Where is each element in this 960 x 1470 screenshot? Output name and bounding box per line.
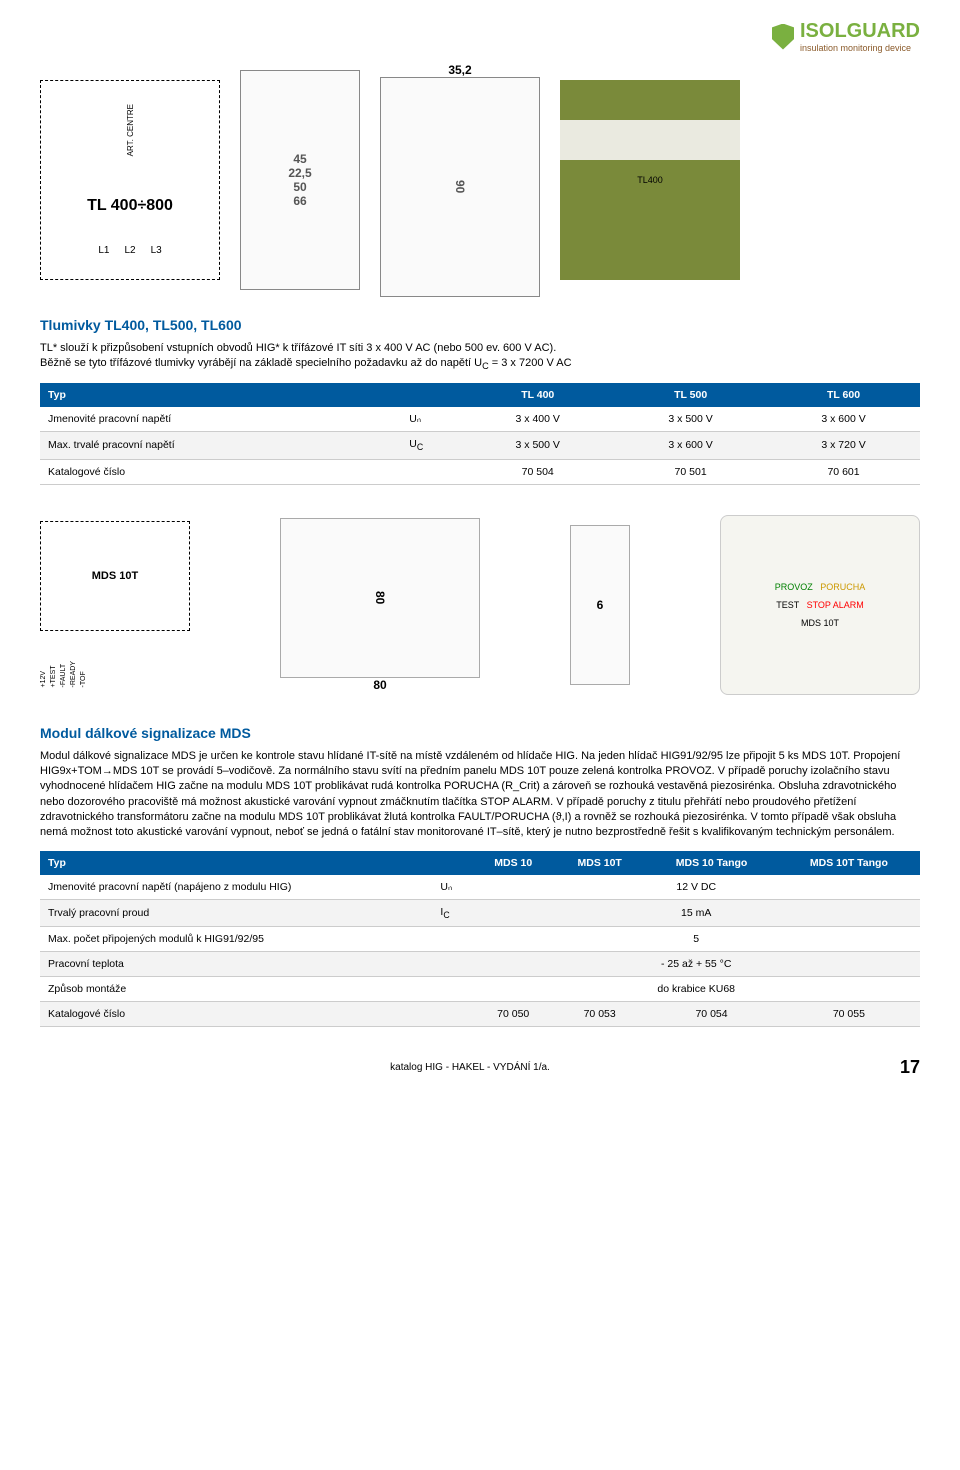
catalog-ref: katalog HIG - HAKEL - VYDÁNÍ 1/a.: [390, 1062, 550, 1073]
tl-front-drawing: 90: [380, 77, 540, 297]
page-number: 17: [900, 1057, 920, 1078]
table-row: Max. trvalé pracovní napětíUC3 x 500 V3 …: [40, 432, 920, 459]
shield-icon: [772, 24, 794, 50]
logo: ISOLGUARD insulation monitoring device: [772, 20, 920, 53]
terminals: L1 L2 L3: [98, 245, 161, 256]
table-row: Způsob montážedo krabice KU68: [40, 976, 920, 1001]
table-row: Max. počet připojených modulů k HIG91/92…: [40, 926, 920, 951]
mds-drawings: MDS 10T +12V +TEST -FAULT -READY -TOF 80…: [40, 515, 920, 695]
table-row: Jmenovité pracovní napětí (napájeno z mo…: [40, 875, 920, 900]
table-row: Pracovní teplota- 25 až + 55 °C: [40, 951, 920, 976]
table-row: Trvalý pracovní proudIC15 mA: [40, 899, 920, 926]
mds-schematic: MDS 10T: [40, 521, 190, 631]
table-row: Jmenovité pracovní napětíUₙ3 x 400 V3 x …: [40, 407, 920, 432]
page-footer: katalog HIG - HAKEL - VYDÁNÍ 1/a. 17: [40, 1057, 920, 1078]
page-header: ISOLGUARD insulation monitoring device: [40, 20, 920, 53]
mds-table: Typ MDS 10 MDS 10T MDS 10 Tango MDS 10T …: [40, 851, 920, 1027]
mds-side-drawing: 6: [570, 525, 630, 685]
tl-photo: TL400: [560, 80, 740, 280]
tl-drawings: ART. CENTRE TL 400÷800 L1 L2 L3 45 22,5 …: [40, 63, 920, 297]
dim-top: 35,2: [448, 63, 471, 77]
mds-front-drawing: 80: [280, 518, 480, 678]
table-row: Katalogové číslo70 50470 50170 601: [40, 459, 920, 484]
tl-desc: TL* slouží k přizpůsobení vstupních obvo…: [40, 341, 920, 373]
mds-heading: Modul dálkové signalizace MDS: [40, 725, 920, 741]
tl-side-drawing: 45 22,5 50 66: [240, 70, 360, 290]
tl-heading: Tlumivky TL400, TL500, TL600: [40, 317, 920, 333]
mds-pins: +12V +TEST -FAULT -READY -TOF: [40, 661, 87, 687]
tl-title: TL 400÷800: [87, 197, 173, 215]
mds-desc: Modul dálkové signalizace MDS je určen k…: [40, 749, 920, 841]
tl-table: Typ TL 400 TL 500 TL 600 Jmenovité praco…: [40, 383, 920, 484]
brand-name: ISOLGUARD: [800, 20, 920, 43]
table-row: Katalogové číslo70 05070 05370 05470 055: [40, 1001, 920, 1026]
brand-tagline: insulation monitoring device: [800, 43, 920, 53]
tl-schematic: ART. CENTRE TL 400÷800 L1 L2 L3: [40, 80, 220, 280]
art-label: ART. CENTRE: [126, 104, 135, 156]
mds-photo: PROVOZ PORUCHA TEST STOP ALARM MDS 10T: [720, 515, 920, 695]
